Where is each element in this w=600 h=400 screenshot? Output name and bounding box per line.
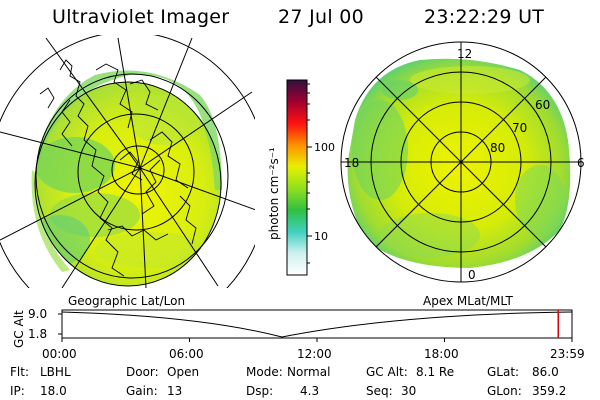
- mlt-label-6: 6: [577, 156, 585, 170]
- colorbar-unit-label: photon cm⁻²s⁻¹: [267, 147, 281, 240]
- timeline-xtick-0600: 06:00: [169, 347, 204, 361]
- mlt-label-12: 12: [457, 47, 472, 61]
- timeline-ticks: [58, 313, 573, 342]
- apex-panel-label: Apex MLat/MLT: [423, 294, 513, 308]
- image-date: 27 Jul 00: [278, 6, 365, 28]
- apex-panel: 12 18 6 0 60 70 80 Apex MLat/MLT: [340, 41, 585, 308]
- image-time: 23:22:29 UT: [424, 6, 545, 28]
- status-seq-value: 30: [401, 384, 417, 398]
- colorbar-minor-ticks: [307, 83, 310, 264]
- colorbar-tick-100: 100: [314, 141, 335, 154]
- timeline-xtick-2359: 23:59: [550, 347, 585, 361]
- status-dsp-value: 4.3: [300, 384, 320, 398]
- status-door-value: Open: [167, 365, 200, 379]
- status-flt-value: LBHL: [40, 365, 71, 379]
- timeline-axis-label: GC Alt: [12, 310, 26, 348]
- status-gain-value: 13: [167, 384, 183, 398]
- status-flt-label: Flt:: [10, 365, 29, 379]
- status-gain-label: Gain:: [126, 384, 158, 398]
- status-glat-value: 86.0: [532, 365, 559, 379]
- geo-coastlines: [39, 59, 197, 277]
- status-glat-label: GLat:: [487, 365, 520, 379]
- status-seq-label: Seq:: [366, 384, 393, 398]
- mlat-label-80: 80: [490, 141, 505, 155]
- mlat-label-60: 60: [535, 98, 550, 112]
- mlat-label-70: 70: [512, 121, 527, 135]
- status-glon-label: GLon:: [487, 384, 522, 398]
- mlt-label-18: 18: [344, 156, 359, 170]
- timeline-ytick-1-8: 1.8: [28, 327, 47, 341]
- colorbar: 100 10 photon cm⁻²s⁻¹: [267, 79, 335, 276]
- status-gcalt-label: GC Alt:: [366, 365, 408, 379]
- geo-image: [0, 35, 255, 288]
- status-glon-value: 359.2: [532, 384, 567, 398]
- status-door-label: Door:: [126, 365, 159, 379]
- colorbar-tick-10: 10: [314, 230, 328, 243]
- status-mode-label: Mode:: [246, 365, 283, 379]
- colorbar-scale: [286, 79, 308, 276]
- timeline-xtick-1200: 12:00: [297, 347, 332, 361]
- instrument-title: Ultraviolet Imager: [52, 6, 230, 28]
- altitude-timeline: GC Alt 9.0 1.8 00:00 06:00 12:00 18:00 2…: [12, 307, 585, 361]
- timeline-xtick-1800: 18:00: [424, 347, 459, 361]
- geographic-panel: Geographic Lat/Lon: [0, 35, 255, 308]
- geo-panel-label: Geographic Lat/Lon: [68, 294, 185, 308]
- status-mode-value: Normal: [287, 365, 331, 379]
- status-ip-label: IP:: [10, 384, 25, 398]
- apex-grid: [340, 41, 582, 283]
- timeline-ytick-9: 9.0: [28, 307, 47, 321]
- geo-grid: [0, 35, 255, 288]
- status-dsp-label: Dsp:: [246, 384, 274, 398]
- status-ip-value: 18.0: [40, 384, 67, 398]
- timeline-xtick-0000: 00:00: [42, 347, 77, 361]
- mlt-label-0: 0: [468, 268, 476, 282]
- status-gcalt-value: 8.1 Re: [416, 365, 455, 379]
- altitude-curve: [61, 311, 573, 338]
